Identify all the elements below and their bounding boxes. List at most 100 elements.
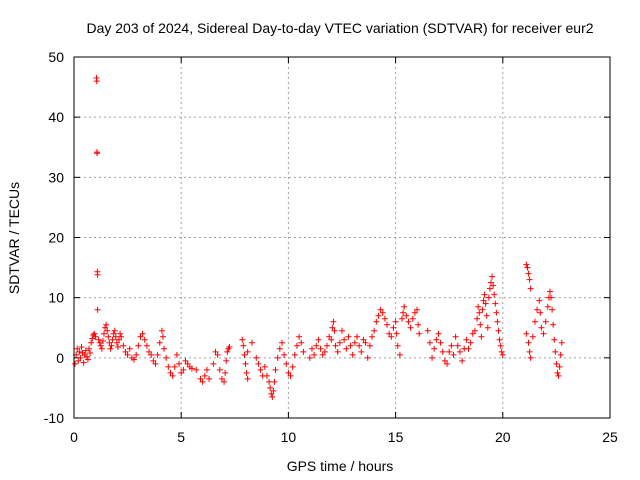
- data-point: [349, 351, 356, 358]
- data-point: [171, 363, 178, 370]
- data-point: [400, 309, 407, 316]
- data-point: [481, 291, 488, 298]
- data-point: [124, 351, 131, 358]
- data-point: [431, 345, 438, 352]
- data-point: [494, 318, 501, 325]
- data-point: [384, 321, 391, 328]
- data-point: [491, 291, 498, 298]
- data-point: [261, 363, 268, 370]
- data-point: [163, 354, 170, 361]
- data-point: [523, 330, 530, 337]
- data-point: [248, 339, 255, 346]
- data-point: [551, 336, 558, 343]
- grid-lines: [74, 57, 610, 418]
- data-point: [424, 327, 431, 334]
- data-point: [499, 351, 506, 358]
- data-point: [271, 378, 278, 385]
- data-point: [133, 351, 140, 358]
- data-point: [345, 333, 352, 340]
- data-point: [341, 336, 348, 343]
- data-point: [206, 375, 213, 382]
- data-point: [75, 357, 82, 364]
- data-point: [188, 365, 195, 372]
- data-point: [467, 339, 474, 346]
- data-point: [465, 345, 472, 352]
- data-point: [496, 336, 503, 343]
- data-point: [498, 348, 505, 355]
- data-point: [405, 318, 412, 325]
- data-point: [240, 342, 247, 349]
- data-point: [373, 318, 380, 325]
- data-points: [72, 75, 565, 400]
- data-point: [392, 318, 399, 325]
- data-point: [334, 348, 341, 355]
- data-point: [323, 342, 330, 349]
- data-point: [484, 324, 491, 331]
- data-point: [390, 324, 397, 331]
- data-point: [267, 384, 274, 391]
- data-point: [92, 333, 99, 340]
- data-point: [274, 354, 281, 361]
- data-point: [106, 339, 113, 346]
- data-point: [351, 339, 358, 346]
- data-point: [173, 351, 180, 358]
- data-point: [317, 345, 324, 352]
- data-point: [435, 330, 442, 337]
- data-point: [78, 344, 85, 351]
- data-point: [114, 344, 121, 351]
- data-point: [270, 387, 277, 394]
- data-point: [243, 369, 250, 376]
- data-point: [108, 342, 115, 349]
- data-point: [328, 336, 335, 343]
- data-point: [313, 342, 320, 349]
- data-point: [493, 309, 500, 316]
- data-point: [242, 360, 249, 367]
- data-point: [214, 351, 221, 358]
- data-point: [167, 369, 174, 376]
- plot-frame: [73, 56, 611, 419]
- data-point: [416, 330, 423, 337]
- data-point: [479, 306, 486, 313]
- data-point: [377, 306, 384, 313]
- data-point: [184, 360, 191, 367]
- data-point: [161, 345, 168, 352]
- data-point: [103, 321, 110, 328]
- data-point: [95, 336, 102, 343]
- data-point: [531, 318, 538, 325]
- data-point: [426, 339, 433, 346]
- y-tick-label: 30: [48, 169, 64, 185]
- data-point: [137, 333, 144, 340]
- data-point: [456, 348, 463, 355]
- data-point: [411, 309, 418, 316]
- data-point: [315, 336, 322, 343]
- data-point: [118, 333, 125, 340]
- data-point: [330, 318, 337, 325]
- data-point: [336, 339, 343, 346]
- data-point: [332, 342, 339, 349]
- x-axis-label: GPS time / hours: [287, 458, 394, 474]
- data-point: [534, 306, 541, 313]
- data-point: [296, 333, 303, 340]
- data-point: [448, 342, 455, 349]
- data-point: [474, 315, 481, 322]
- data-point: [293, 342, 300, 349]
- data-point: [97, 342, 104, 349]
- data-point: [482, 300, 489, 307]
- data-point: [463, 336, 470, 343]
- data-point: [523, 261, 530, 268]
- data-point: [393, 330, 400, 337]
- data-point: [558, 339, 565, 346]
- data-point: [439, 348, 446, 355]
- data-point: [311, 351, 318, 358]
- data-point: [131, 356, 138, 363]
- data-point: [176, 360, 183, 367]
- data-point: [369, 333, 376, 340]
- data-point: [89, 335, 96, 342]
- data-point: [386, 330, 393, 337]
- x-tick-label: 0: [70, 429, 78, 445]
- data-point: [272, 366, 279, 373]
- data-point: [347, 342, 354, 349]
- data-point: [263, 372, 270, 379]
- data-point: [113, 339, 120, 346]
